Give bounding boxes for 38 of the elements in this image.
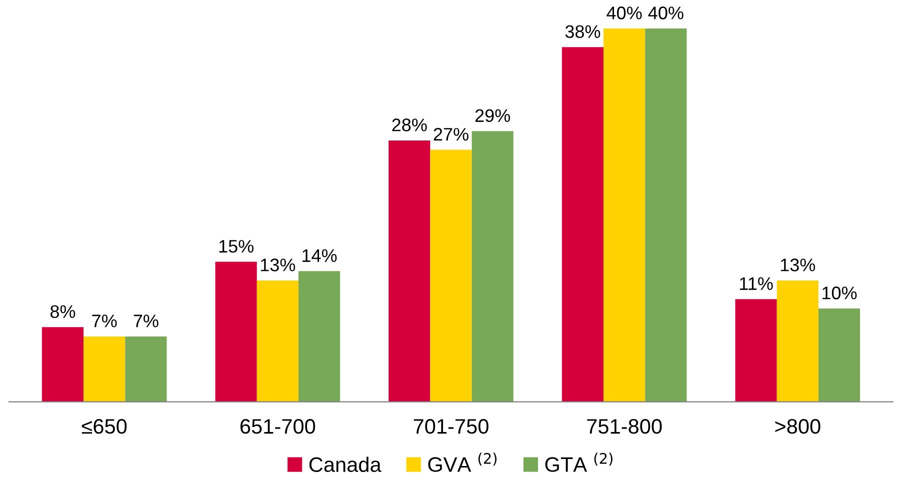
bar: [256, 280, 298, 402]
x-tick-label: 751-800: [587, 419, 662, 434]
x-tick-label: ≤650: [82, 419, 127, 434]
data-label: 40%: [648, 6, 684, 20]
data-label: 38%: [565, 25, 600, 38]
bar: [430, 150, 472, 402]
bar: [388, 140, 430, 402]
data-label: 7%: [92, 314, 117, 328]
data-label: 28%: [392, 118, 427, 132]
bar: [645, 28, 687, 402]
bar: [215, 262, 257, 402]
bar: [818, 308, 860, 402]
bar: [735, 299, 777, 402]
data-label: 11%: [740, 277, 773, 290]
bar: [776, 280, 818, 402]
bar: [42, 327, 84, 402]
legend-label: Canada: [309, 456, 382, 472]
data-label: 13%: [780, 258, 816, 272]
legend-label: GVA $^{(2)}$: [428, 452, 497, 472]
bar: [604, 28, 646, 402]
x-tick-label: 651-700: [240, 419, 316, 434]
bar: [84, 336, 126, 402]
data-label: 27%: [434, 128, 468, 141]
data-label: 13%: [260, 258, 296, 272]
legend-label: GTA $^{(2)}$: [545, 452, 612, 472]
data-label: 15%: [219, 240, 254, 253]
data-label: 8%: [50, 305, 76, 318]
data-label: 7%: [134, 314, 158, 328]
data-label: 10%: [822, 286, 857, 300]
data-label: 14%: [302, 249, 337, 262]
x-tick-label: >800: [775, 419, 820, 434]
x-tick-label: 701-750: [414, 419, 488, 434]
bar: [562, 47, 604, 402]
bar: [472, 131, 514, 402]
data-label: 29%: [475, 109, 510, 122]
bar: [298, 271, 340, 402]
data-label: 40%: [606, 6, 642, 20]
bar: [125, 336, 167, 402]
